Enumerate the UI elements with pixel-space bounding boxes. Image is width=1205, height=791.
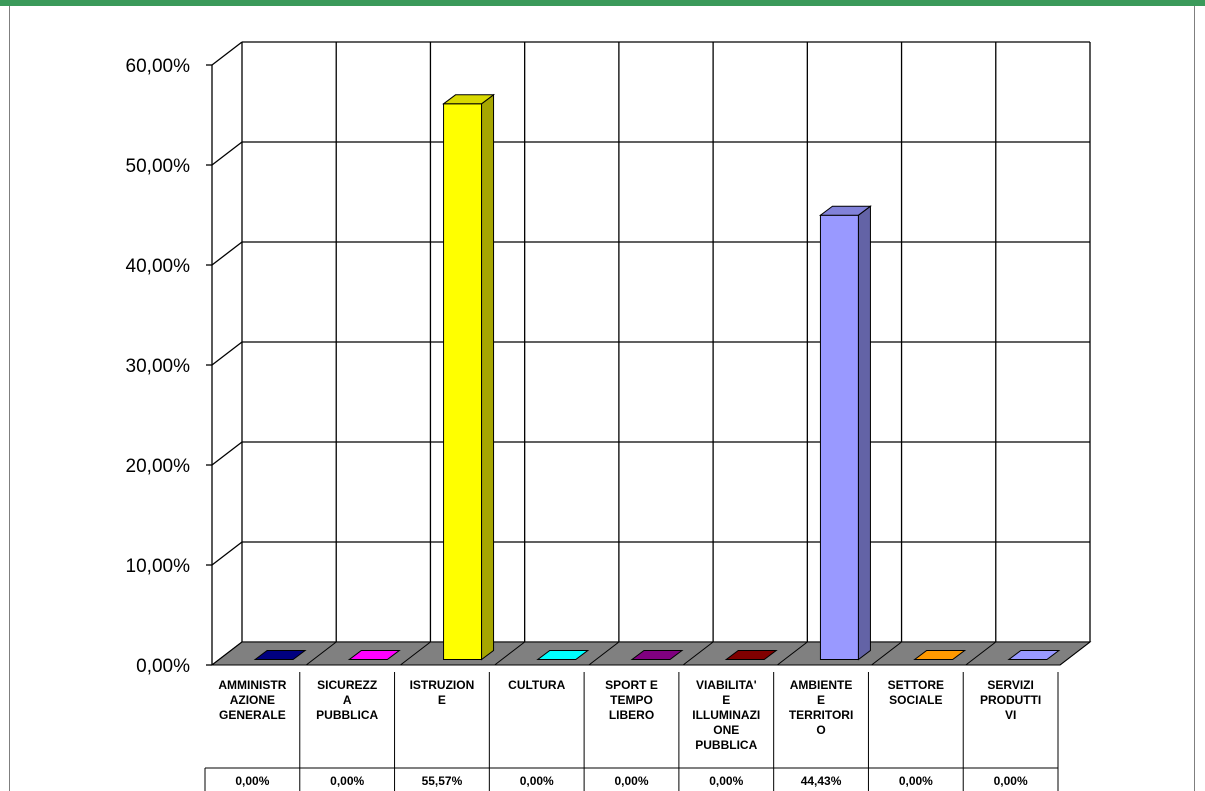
x-category-label-line: TEMPO xyxy=(610,693,653,707)
y-tick-label: 50,00% xyxy=(126,156,191,177)
x-category-label-line: SPORT E xyxy=(605,678,658,692)
x-category-label-line: SICUREZZ xyxy=(317,678,377,692)
x-category-label-line: SERVIZI xyxy=(987,678,1033,692)
gridline-side xyxy=(211,241,243,266)
x-category-label-line: VIABILITA' xyxy=(696,678,757,692)
x-category-label-line: SOCIALE xyxy=(889,693,942,707)
y-tick-label: 20,00% xyxy=(126,456,191,477)
x-category-label-line: PUBBLICA xyxy=(695,738,757,752)
x-category-label-line: SETTORE xyxy=(888,678,944,692)
floor-divider xyxy=(588,641,620,666)
bar-side xyxy=(481,93,495,661)
x-category-label-line: VI xyxy=(1005,708,1016,722)
data-value-label: 0,00% xyxy=(614,774,648,788)
floor-divider xyxy=(777,641,808,666)
x-category-label: AMMINISTR AZIONE GENERALE xyxy=(218,678,286,722)
data-value-label: 0,00% xyxy=(709,774,743,788)
data-value-label: 0,00% xyxy=(330,774,364,788)
gridline-side xyxy=(211,141,243,166)
x-category-label-line: AMBIENTE xyxy=(790,678,853,692)
x-category-label-line: CULTURA xyxy=(508,678,565,692)
floor-divider xyxy=(400,641,431,666)
x-category-label: AMBIENTE E TERRITORI O xyxy=(789,678,853,737)
x-category-label-line: TERRITORI xyxy=(789,708,853,722)
bar-zero-cap xyxy=(1007,650,1061,660)
floor-divider xyxy=(305,641,337,666)
gridline-side xyxy=(211,341,243,366)
y-tick-label: 0,00% xyxy=(136,656,190,677)
bar-zero-cap xyxy=(347,650,401,660)
x-category-label-line: PRODUTTI xyxy=(980,693,1041,707)
y-tick-label: 10,00% xyxy=(126,556,191,577)
x-category-label: ISTRUZION E xyxy=(410,678,475,707)
x-category-label: SPORT E TEMPO LIBERO xyxy=(605,678,658,722)
x-category-label-line: ILLUMINAZI xyxy=(692,708,760,722)
x-category-label-line: ISTRUZION xyxy=(410,678,475,692)
chart-frame xyxy=(9,6,1195,791)
gridline-side xyxy=(211,41,243,66)
data-value-label: 0,00% xyxy=(899,774,933,788)
bar-top xyxy=(442,94,496,105)
x-category-label-line: E xyxy=(438,693,446,707)
y-tick-label: 60,00% xyxy=(126,56,191,77)
floor-divider xyxy=(965,641,997,666)
x-category-label-line: LIBERO xyxy=(609,708,654,722)
x-category-label-line: AMMINISTR xyxy=(218,678,286,692)
bar-zero-cap xyxy=(724,650,778,660)
x-category-label-line: A xyxy=(343,693,352,707)
x-category-label-line: AZIONE xyxy=(230,693,275,707)
floor-divider xyxy=(494,641,525,666)
data-value-label: 44,43% xyxy=(801,774,842,788)
y-tick-label: 30,00% xyxy=(126,356,191,377)
data-value-label: 55,57% xyxy=(422,774,463,788)
data-value-label: 0,00% xyxy=(235,774,269,788)
bar-top xyxy=(818,205,872,216)
x-category-label: VIABILITA' E ILLUMINAZI ONE PUBBLICA xyxy=(692,678,760,752)
floor-divider xyxy=(211,641,243,666)
x-category-label-line: PUBBLICA xyxy=(316,708,378,722)
bar-front xyxy=(819,214,859,660)
x-category-label: SERVIZI PRODUTTI VI xyxy=(980,678,1041,722)
data-value-label: 0,00% xyxy=(520,774,554,788)
x-category-label: CULTURA xyxy=(508,678,565,692)
bar-zero-cap xyxy=(253,650,307,660)
x-category-label-line: E xyxy=(817,693,825,707)
x-category-label-line: GENERALE xyxy=(219,708,286,722)
y-tick-label: 40,00% xyxy=(126,256,191,277)
x-category-label: SETTORE SOCIALE xyxy=(888,678,944,707)
gridline-side xyxy=(211,441,243,466)
bar-front xyxy=(443,103,483,661)
x-category-label-line: ONE xyxy=(713,723,739,737)
x-category-label: SICUREZZ A PUBBLICA xyxy=(316,678,378,722)
bar-zero-cap xyxy=(913,650,967,660)
x-category-label-line: O xyxy=(816,723,825,737)
floor-divider xyxy=(871,641,902,666)
bar-zero-cap xyxy=(536,650,590,660)
bar-zero-cap xyxy=(630,650,684,660)
floor-divider xyxy=(682,641,714,666)
x-category-label-line: E xyxy=(722,693,730,707)
gridline-side xyxy=(211,541,243,566)
floor-divider xyxy=(1059,641,1091,666)
data-value-label: 0,00% xyxy=(994,774,1028,788)
bar-side xyxy=(857,205,871,661)
top-accent-bar xyxy=(0,0,1205,6)
